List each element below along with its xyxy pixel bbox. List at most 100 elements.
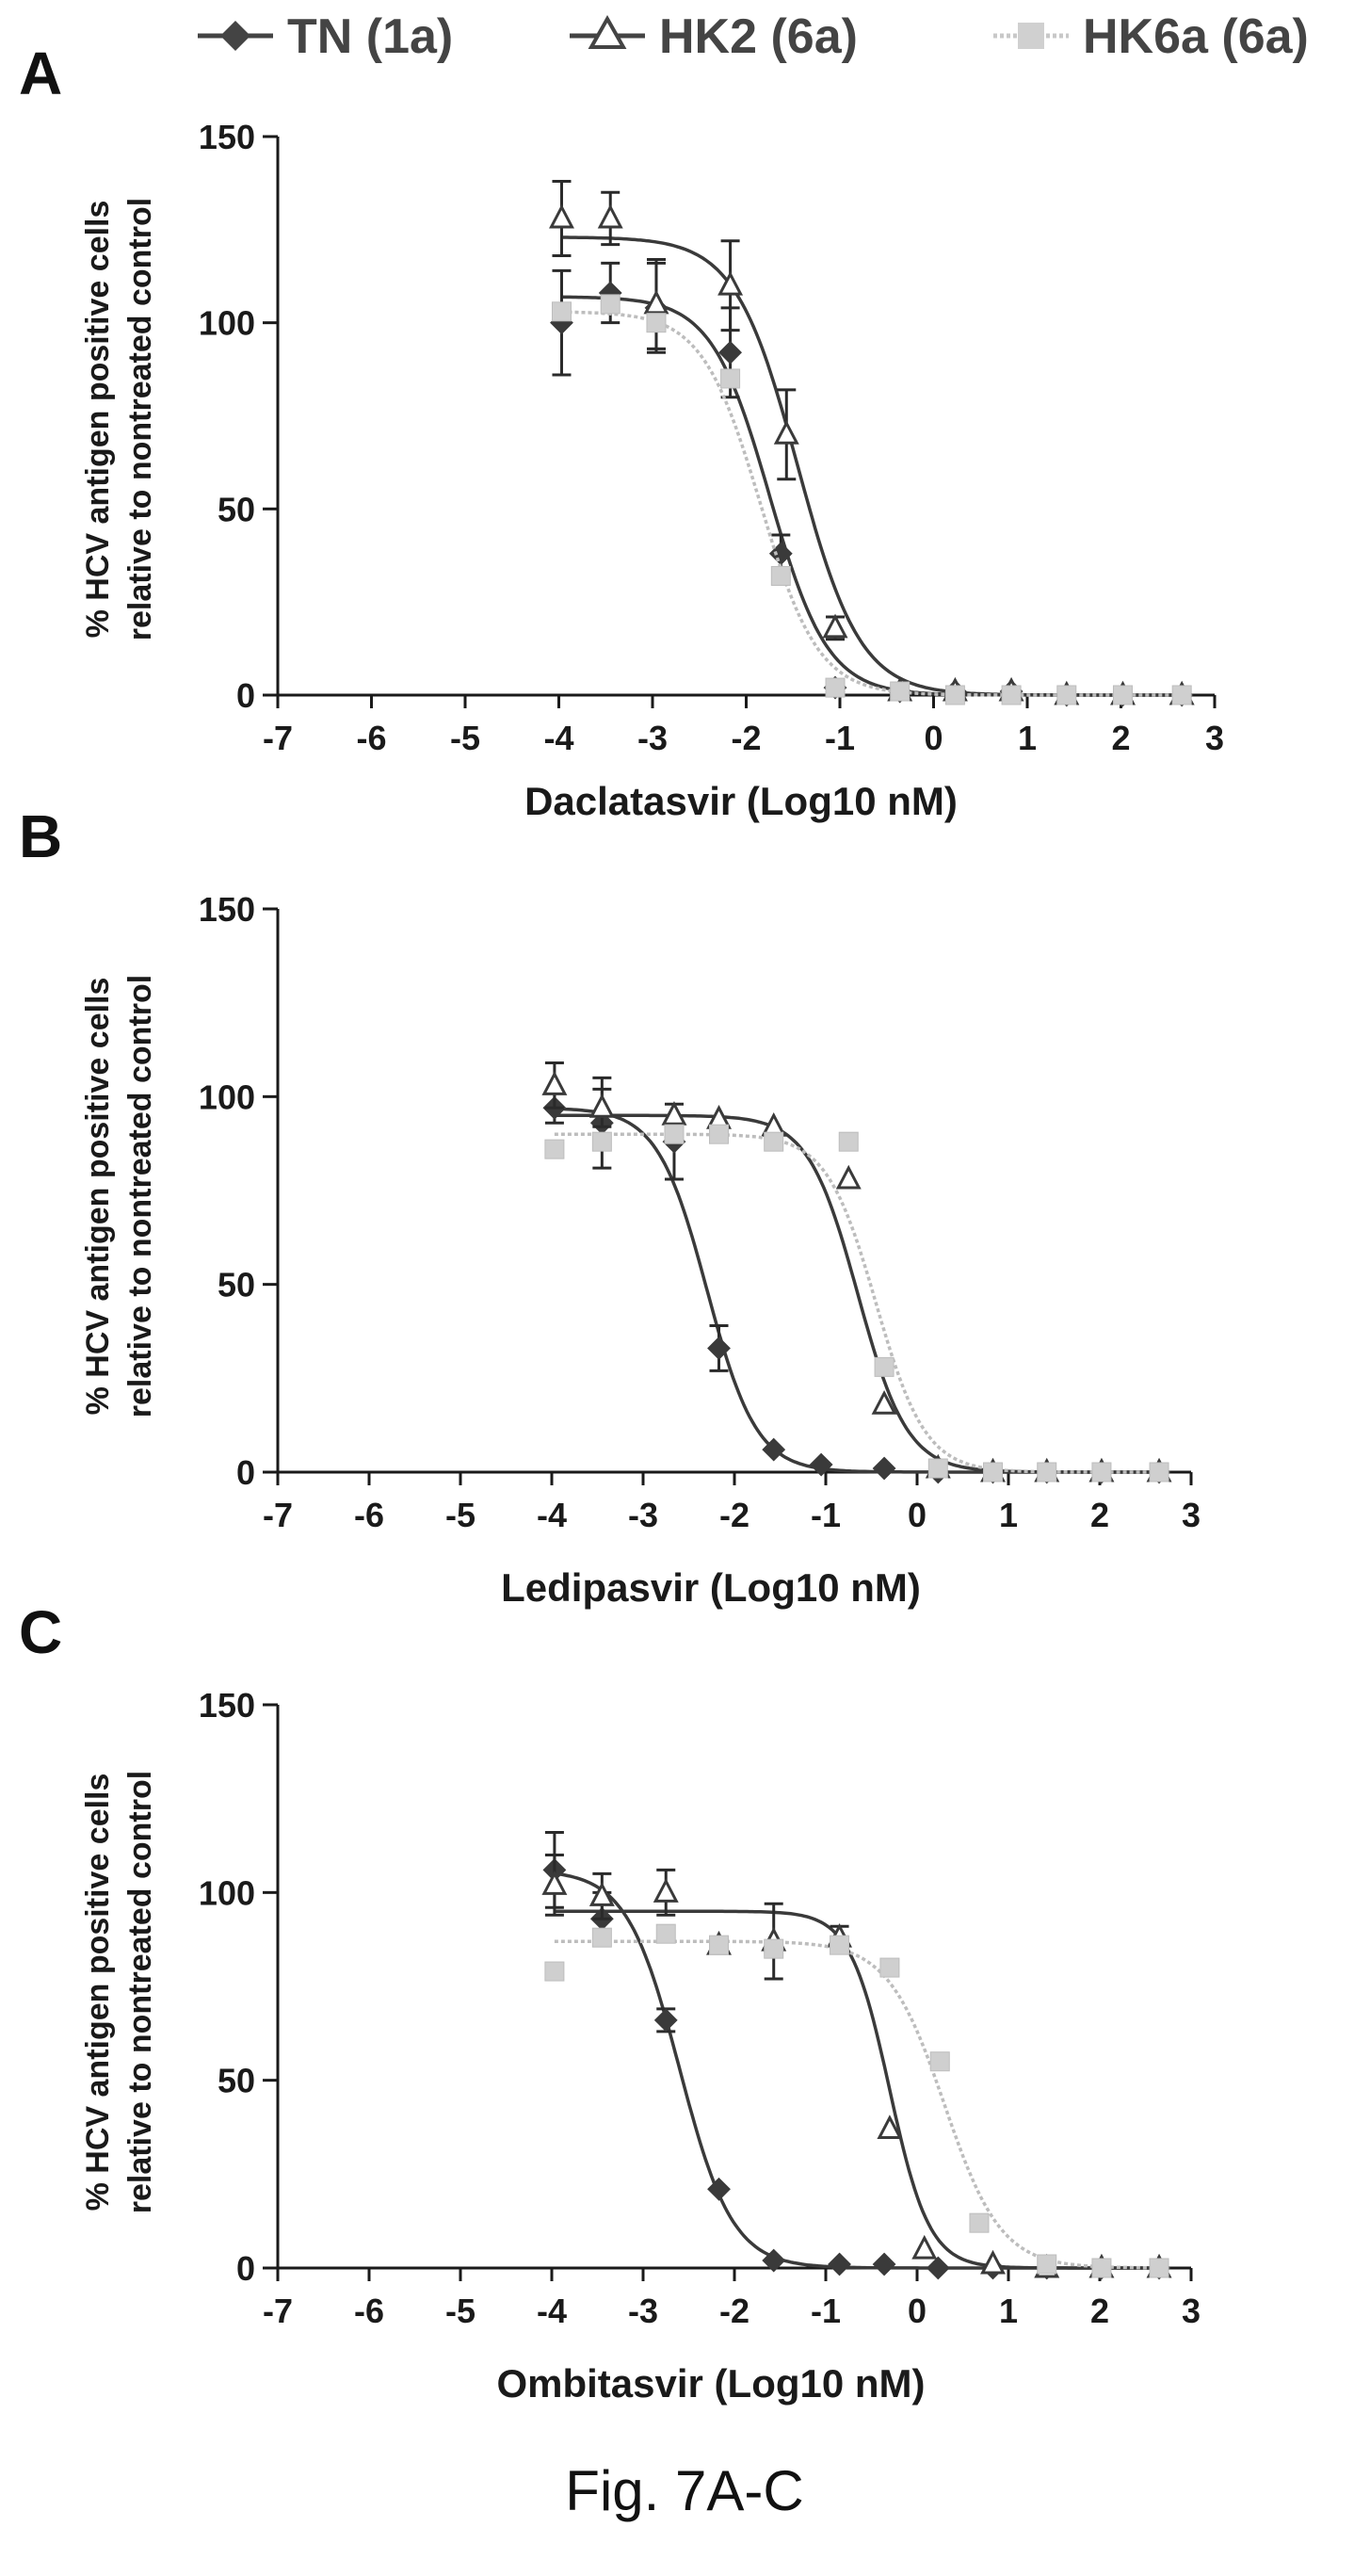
fit-curve: [554, 1871, 1160, 2270]
x-tick-label: 2: [1111, 719, 1130, 757]
data-point: [541, 1071, 568, 1095]
data-point: [551, 301, 572, 322]
panel-letter-b: B: [19, 802, 62, 870]
data-point: [709, 1124, 730, 1144]
data-point: [643, 289, 669, 315]
data-point: [929, 2051, 950, 2072]
x-tick-label: -3: [628, 1496, 658, 1534]
x-tick-label: -1: [825, 719, 855, 757]
data-point: [764, 1131, 784, 1152]
series-hk2-6a: [549, 179, 1195, 705]
x-axis-title-a: Daclatasvir (Log10 nM): [524, 779, 958, 823]
series-tn-1a: [542, 1831, 1171, 2280]
x-tick-label: -5: [445, 2292, 475, 2330]
legend: TN (1a) HK2 (6a) HK6a (6a): [198, 9, 1309, 64]
data-point: [646, 313, 667, 333]
data-point: [653, 1878, 679, 1903]
panel-a: A Daclatasvir (Log10 nM) % HCV antigen p…: [19, 40, 1224, 823]
data-point: [762, 1437, 786, 1462]
data-point: [541, 1871, 568, 1895]
data-point: [825, 677, 846, 698]
data-point: [597, 203, 623, 229]
fit-curve: [554, 1132, 1160, 1474]
y-axis-title-a-line1: % HCV antigen positive cells: [80, 201, 116, 639]
panel-c: C Ombitasvir (Log10 nM) % HCV antigen po…: [19, 1598, 1201, 2406]
data-point: [653, 2008, 678, 2033]
data-point: [1001, 685, 1022, 705]
y-tick-label: 100: [199, 1873, 255, 1912]
triangle-marker-icon: [588, 14, 627, 49]
data-point: [717, 270, 744, 296]
x-tick-label: -3: [637, 719, 668, 757]
data-point: [890, 681, 911, 702]
x-tick-label: 0: [908, 1496, 927, 1534]
fit-curve: [554, 1939, 1160, 2270]
x-tick-label: -4: [543, 719, 573, 757]
x-tick-label: 1: [999, 2292, 1018, 2330]
data-point: [600, 294, 621, 315]
x-tick-label: -2: [719, 1496, 749, 1534]
figure-caption: Fig. 7A-C: [565, 2459, 803, 2522]
axes: [276, 1705, 1191, 2270]
y-axis-title-c-line1: % HCV antigen positive cells: [80, 1774, 116, 2211]
x-tick-label: -6: [354, 1496, 384, 1534]
x-tick-label: -7: [263, 1496, 293, 1534]
data-point: [969, 2212, 990, 2233]
diamond-marker-icon: [220, 21, 250, 51]
data-point: [1091, 1462, 1112, 1482]
square-marker-icon: [1018, 23, 1044, 49]
y-tick-label: 50: [218, 490, 255, 528]
data-point: [871, 1390, 897, 1415]
data-point: [872, 2252, 896, 2276]
panel-letter-c: C: [19, 1598, 62, 1666]
x-tick-label: -4: [537, 1496, 567, 1534]
data-point: [664, 1124, 685, 1144]
legend-item-hk6a: HK6a (6a): [993, 9, 1309, 64]
x-tick-label: -5: [450, 719, 480, 757]
series-hk6a-6a: [551, 294, 1192, 705]
series-hk6a-6a: [544, 1923, 1169, 2278]
data-point: [874, 1356, 895, 1377]
x-tick-label: 1: [1018, 719, 1037, 757]
series-hk6a-6a: [544, 1124, 1169, 1482]
data-point: [591, 1131, 612, 1152]
legend-item-hk2: HK2 (6a): [570, 9, 858, 64]
data-point: [1037, 1462, 1057, 1482]
x-tick-label: 2: [1090, 1496, 1109, 1534]
x-tick-label: 2: [1090, 2292, 1109, 2330]
data-point: [1112, 685, 1133, 705]
data-point: [549, 203, 574, 229]
fit-curve: [554, 1909, 1160, 2270]
x-tick-label: -2: [719, 2292, 749, 2330]
data-point: [764, 1938, 784, 1959]
data-point: [877, 2114, 903, 2139]
data-point: [835, 1164, 862, 1190]
x-tick-label: -7: [263, 719, 293, 757]
data-point: [544, 1139, 565, 1159]
data-point: [762, 2248, 786, 2273]
y-tick-label: 0: [236, 1453, 255, 1492]
data-point: [809, 1452, 833, 1477]
x-tick-label: 3: [1205, 719, 1224, 757]
y-tick-label: 100: [199, 1077, 255, 1116]
fit-curve: [561, 310, 1183, 697]
y-tick-label: 0: [236, 2249, 255, 2288]
data-point: [588, 1882, 615, 1906]
data-point: [1149, 2258, 1169, 2278]
fit-curve: [561, 235, 1183, 697]
fit-curve: [554, 1113, 1160, 1474]
data-point: [879, 1957, 900, 1978]
data-point: [588, 1094, 615, 1118]
panel-b: B Ledipasvir (Log10 nM) % HCV antigen po…: [19, 802, 1201, 1610]
legend-label-hk2: HK2 (6a): [659, 9, 858, 64]
data-point: [591, 1927, 612, 1948]
x-tick-label: -3: [628, 2292, 658, 2330]
x-tick-label: -6: [356, 719, 386, 757]
data-point: [544, 1961, 565, 1982]
y-axis-title-a-line2: relative to nontreated control: [122, 198, 158, 640]
axes: [276, 909, 1191, 1474]
y-tick-label: 100: [199, 304, 255, 343]
y-tick-label: 50: [218, 2062, 255, 2100]
data-point: [1037, 2254, 1057, 2275]
